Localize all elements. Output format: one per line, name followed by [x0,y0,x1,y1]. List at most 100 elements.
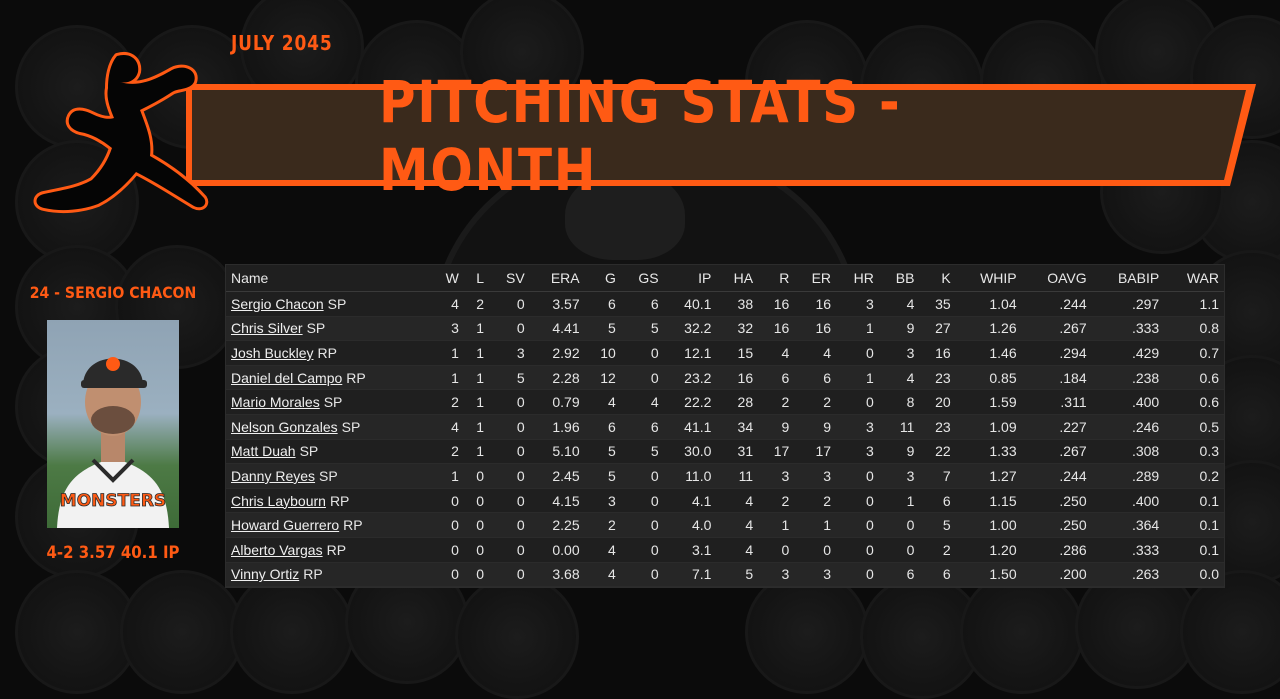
stat-cell: 1 [463,316,490,342]
stat-cell: 1.96 [529,414,585,440]
stat-cell: 0 [836,562,879,588]
stat-cell: 1.46 [955,340,1022,366]
player-link[interactable]: Chris Silver [231,320,303,337]
stat-cell: 38 [716,291,759,317]
stat-cell: 3 [794,562,837,588]
stat-cell: 0 [463,488,490,514]
column-header[interactable]: W [430,265,464,292]
column-header[interactable]: WAR [1164,265,1224,292]
page-title: PITCHING STATS - MONTH [379,68,902,204]
stat-cell: 7.1 [663,562,717,588]
column-header-name[interactable]: Name [226,265,431,292]
player-position: RP [326,541,347,558]
player-link[interactable]: Josh Buckley [231,344,314,361]
stat-cell: 4 [430,291,464,317]
stat-cell: 1 [430,463,464,489]
stat-cell: 1.59 [955,389,1022,415]
month-label: JULY 2045 [231,31,333,55]
column-header[interactable]: L [463,265,490,292]
stat-cell: 5 [919,512,956,538]
stat-cell: 16 [758,316,795,342]
column-header[interactable]: OAVG [1021,265,1092,292]
team-logo-bg [120,570,244,694]
stat-cell: 23 [919,414,956,440]
stat-cell: .400 [1091,488,1165,514]
stat-cell: 4 [584,562,621,588]
column-header[interactable]: HR [836,265,879,292]
stat-cell: 5 [584,316,621,342]
stat-cell: 0.7 [1164,340,1224,366]
stat-cell: .250 [1021,512,1092,538]
column-header[interactable]: HA [716,265,759,292]
player-link[interactable]: Nelson Gonzales [231,418,338,435]
stat-cell: .267 [1021,316,1092,342]
stat-cell: 0 [620,512,664,538]
column-header[interactable]: ERA [529,265,585,292]
stat-cell: 5 [584,439,621,465]
stat-cell: 20 [919,389,956,415]
column-header[interactable]: WHIP [955,265,1022,292]
stat-cell: 0.6 [1164,365,1224,391]
table-row: Mario Morales SP 2 1 0 0.79 4 4 22.2 28 2 2 0 8 20 1.59… [226,389,1224,415]
player-link[interactable]: Chris Laybourn [231,492,326,509]
player-name-cell: Howard Guerrero RP [226,512,431,538]
stat-cell: 17 [794,439,837,465]
column-header[interactable]: SV [489,265,530,292]
player-link[interactable]: Sergio Chacon [231,295,324,312]
stat-cell: 31 [716,439,759,465]
team-logo-bg [230,570,354,694]
stat-cell: 4 [430,414,464,440]
player-position: RP [343,517,363,534]
stat-cell: 4 [620,389,664,415]
stat-cell: .244 [1021,291,1092,317]
player-link[interactable]: Vinny Ortiz [231,566,300,583]
featured-player-statline: 4-2 3.57 40.1 IP [46,543,180,563]
column-header[interactable]: GS [620,265,664,292]
jersey-text: MONSTERS [60,491,166,511]
column-header[interactable]: IP [663,265,717,292]
stat-cell: 0 [430,537,464,563]
column-header[interactable]: G [584,265,621,292]
column-header[interactable]: BABIP [1091,265,1165,292]
player-link[interactable]: Howard Guerrero [231,517,340,534]
player-link[interactable]: Alberto Vargas [231,541,323,558]
column-header[interactable]: K [919,265,956,292]
player-name-cell: Nelson Gonzales SP [226,414,431,440]
player-link[interactable]: Matt Duah [231,443,296,460]
table-row: Danny Reyes SP 1 0 0 2.45 5 0 11.0 11 3 3 0 3 7 1.27.24… [226,463,1224,489]
column-header[interactable]: BB [878,265,920,292]
stat-cell: 3 [758,463,795,489]
team-logo-bg [1180,570,1280,694]
stat-cell: 3 [878,340,920,366]
stat-cell: 11 [878,414,920,440]
stat-cell: 2 [919,537,956,563]
stat-cell: 11 [716,463,759,489]
stat-cell: 10 [584,340,621,366]
column-header[interactable]: R [758,265,795,292]
stat-cell: 0 [620,562,664,588]
stat-cell: 15 [716,340,759,366]
player-position: RP [346,369,366,386]
table-body: Sergio Chacon SP 4 2 0 3.57 6 6 40.1 38 16 16 3 4 35 1.… [226,291,1224,588]
stat-cell: 0.2 [1164,463,1224,489]
stat-cell: .364 [1091,512,1165,538]
player-link[interactable]: Mario Morales [231,394,320,411]
player-link[interactable]: Danny Reyes [231,467,316,484]
stat-cell: 4 [878,291,920,317]
column-header[interactable]: ER [794,265,837,292]
stat-cell: 0 [430,488,464,514]
stat-cell: 4 [878,365,920,391]
stat-cell: 16 [919,340,956,366]
stat-cell: 0 [489,291,530,317]
stat-cell: 0 [878,512,920,538]
stat-cell: 0 [489,414,530,440]
stat-cell: 2 [758,389,795,415]
stat-cell: 1 [794,512,837,538]
stat-cell: 2 [463,291,490,317]
stat-cell: .308 [1091,439,1165,465]
player-name-cell: Chris Silver SP [226,316,431,342]
stat-cell: 0.85 [955,365,1022,391]
team-logo-bg [960,570,1084,694]
player-link[interactable]: Daniel del Campo [231,369,343,386]
stat-cell: 1.50 [955,562,1022,588]
